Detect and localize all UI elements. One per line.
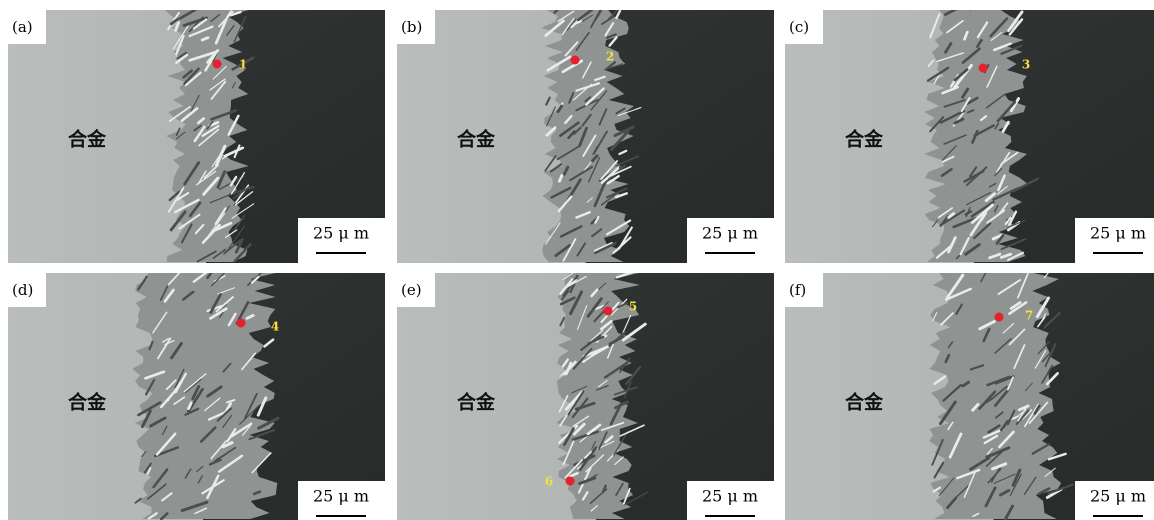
- analysis-point: [213, 60, 222, 69]
- scale-label: 25 μ m: [313, 224, 369, 243]
- panel-label: (e): [401, 281, 422, 299]
- analysis-point: [979, 64, 988, 73]
- point-label: 2: [606, 50, 614, 64]
- figure: (a) 合金 1 25 μ m (b) 合金 2 25 μ m (c) 合金 3 25 μ m (d) 合…: [0, 0, 1154, 520]
- scale-label: 25 μ m: [702, 487, 758, 506]
- panel-label: (c): [789, 18, 809, 36]
- panel-label: (a): [12, 18, 33, 36]
- crystal-streak: [970, 4, 980, 10]
- point-label: 7: [1025, 309, 1033, 323]
- region-label: 合金: [68, 128, 107, 151]
- scale-label: 25 μ m: [1090, 224, 1146, 243]
- region-label: 合金: [457, 391, 496, 414]
- panel-label: (d): [12, 281, 33, 299]
- region-label: 合金: [845, 128, 884, 151]
- analysis-point: [995, 313, 1004, 322]
- point-label: 4: [271, 320, 279, 334]
- region-label: 合金: [68, 391, 107, 414]
- analysis-point: [604, 307, 613, 316]
- scale-label: 25 μ m: [1090, 487, 1146, 506]
- panel-label: (f): [789, 281, 806, 299]
- micrograph-panel: (c) 合金 3 25 μ m: [785, 4, 1154, 263]
- panel-label: (b): [401, 18, 422, 36]
- region-label: 合金: [457, 128, 496, 151]
- scale-label: 25 μ m: [313, 487, 369, 506]
- micrograph-panel: (f) 合金 7 25 μ m: [785, 265, 1154, 520]
- analysis-point: [237, 319, 246, 328]
- point-label: 5: [629, 300, 637, 314]
- analysis-point: [571, 56, 580, 65]
- scale-label: 25 μ m: [702, 224, 758, 243]
- region-label: 合金: [845, 391, 884, 414]
- point-label: 1: [239, 58, 247, 72]
- analysis-point: [566, 477, 575, 486]
- point-label: 6: [545, 475, 553, 489]
- point-label: 3: [1022, 58, 1030, 72]
